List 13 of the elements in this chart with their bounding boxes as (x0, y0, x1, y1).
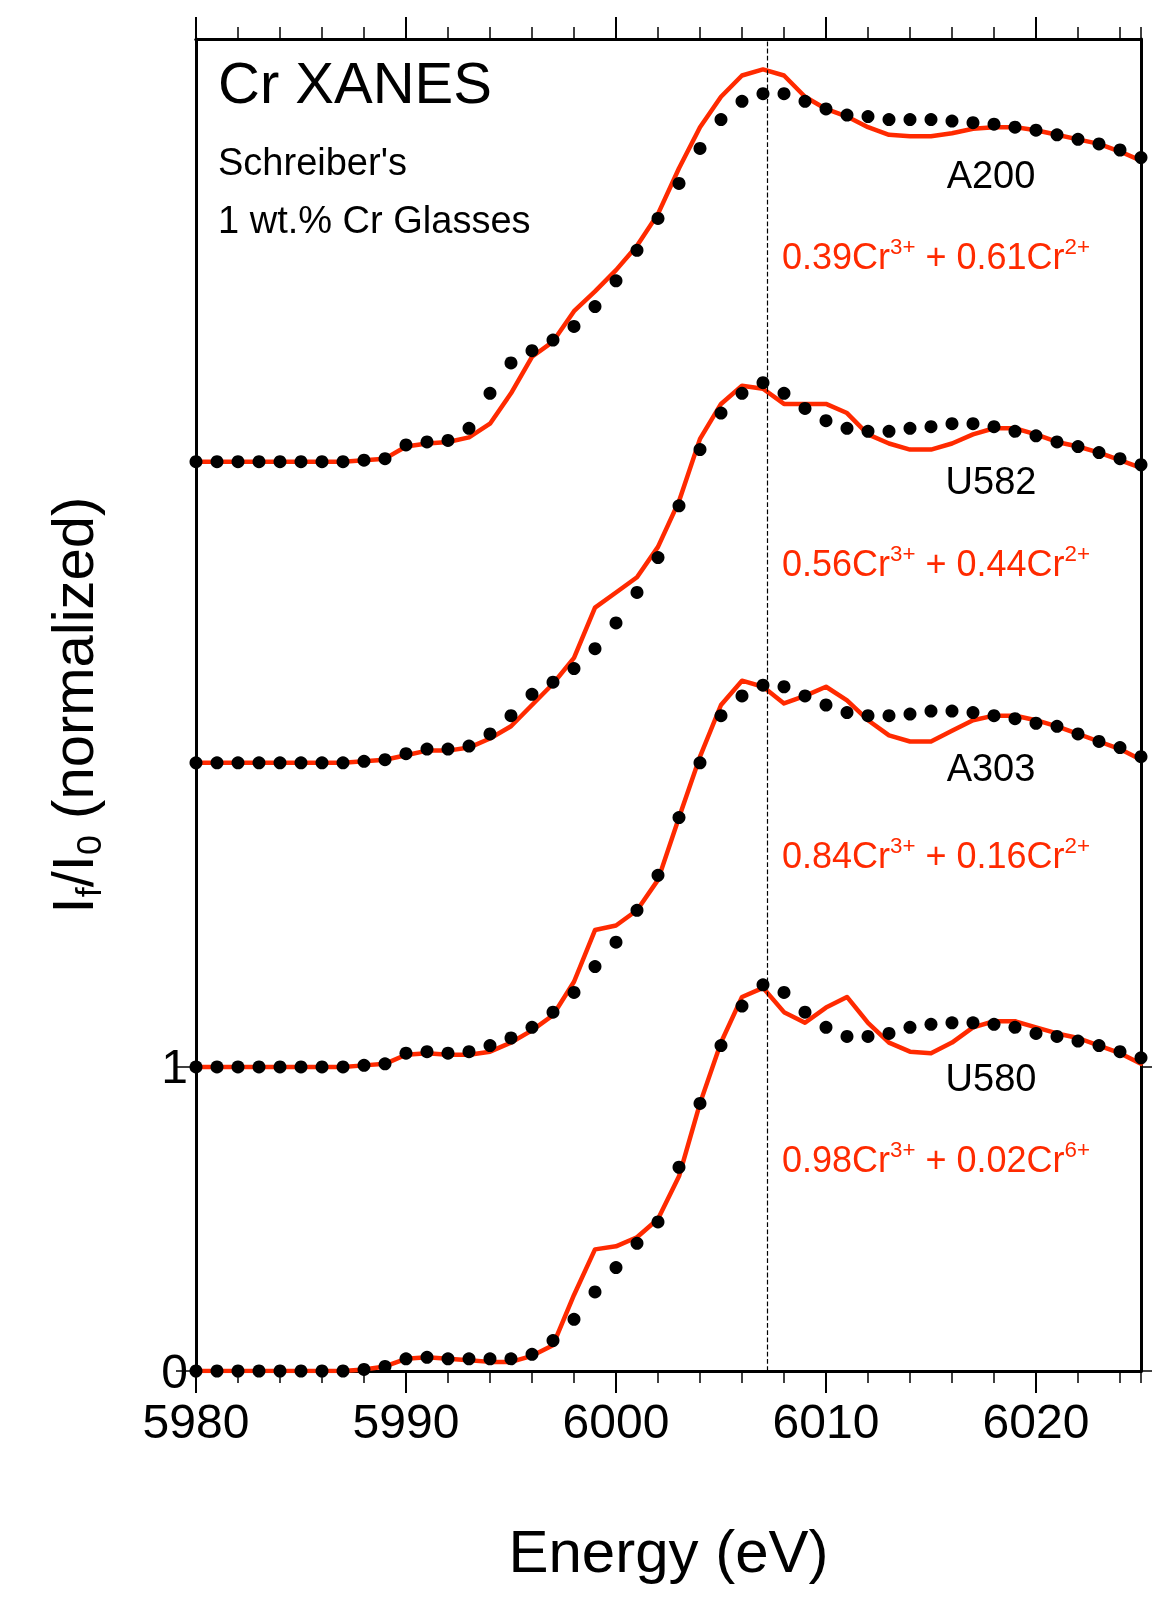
x-axis-title: Energy (eV) (508, 1517, 829, 1585)
text: Schreiber's 1 wt.% Cr Glasses (218, 141, 531, 241)
x-tick-label: 6000 (562, 1394, 670, 1448)
x-tick-label: 5990 (352, 1394, 460, 1448)
y-axis-title: If/I0 (normalized) (39, 496, 109, 914)
x-tick-label: 6020 (982, 1394, 1090, 1448)
x-tick-label: 6010 (772, 1394, 880, 1448)
series-label: A200 (946, 154, 1036, 197)
series-label: U582 (945, 459, 1037, 502)
y-tick-label: 1 (161, 1040, 188, 1094)
chart-title: Cr XANES (218, 49, 492, 115)
series-label: U580 (945, 1057, 1037, 1100)
series-label: A303 (946, 747, 1036, 790)
